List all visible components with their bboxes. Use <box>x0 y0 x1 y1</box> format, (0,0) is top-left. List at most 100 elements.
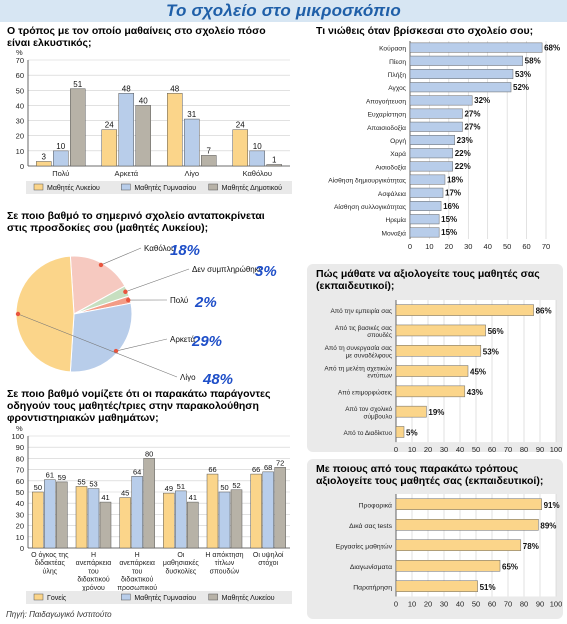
y-tick-label: Προφορικά <box>359 501 392 509</box>
chart6-title: Με ποιους από τους παρακάτω τρόπους αξιο… <box>316 463 544 487</box>
x-tick-label: 60 <box>488 445 496 454</box>
data-label: 40 <box>139 96 148 105</box>
data-label: 65% <box>502 562 518 571</box>
chart4-title: Τι νιώθεις όταν βρίσκεσαι στο σχολείο σο… <box>316 25 534 37</box>
y-tick-label: Κούραση <box>379 45 406 53</box>
slice-label: Λίγο <box>180 373 196 382</box>
data-label: 24 <box>236 121 245 130</box>
data-label: 10 <box>56 142 65 151</box>
banner-title: Το σχολείο στο μικροσκόπιο <box>166 1 401 20</box>
x-tick-label: 50 <box>472 445 480 454</box>
bar <box>250 473 262 549</box>
pie-slice <box>69 302 133 373</box>
x-tick-label: 0 <box>394 445 398 454</box>
x-tick-label: 60 <box>522 242 530 251</box>
bar <box>395 519 539 531</box>
legend-swatch <box>33 183 44 191</box>
y-tick-label: Διαγωνίσματα <box>350 563 392 571</box>
x-tick-label: Αρκετά <box>114 169 138 178</box>
bar <box>266 164 282 167</box>
bar <box>143 458 155 549</box>
y-tick-label: Απαισιοδοξία <box>367 124 406 132</box>
bar <box>395 345 482 357</box>
x-tick-label: 10 <box>425 242 433 251</box>
chart1-vertical-bar: 0 10 20 30 40 50 60 70% 3 10 51 Πολύ 24 48 40 Αρκετά 48 3… <box>16 48 292 194</box>
x-tick-label: 90 <box>536 445 544 454</box>
y-tick-label: Από επιμορφώσεις <box>338 388 392 396</box>
data-label: 41 <box>189 493 197 502</box>
data-label: 32% <box>474 96 490 105</box>
data-label: 45 <box>121 489 129 498</box>
chart5-title: Πώς μάθατε να αξιολογείτε τους μαθητές σ… <box>316 268 540 292</box>
data-label: 22% <box>455 162 471 171</box>
y-tick-label: Αγχος <box>388 85 406 92</box>
x-tick-label: 80 <box>520 600 528 609</box>
y-tick-label: 10 <box>16 147 24 156</box>
y-tick-label: Μοναξιά <box>382 229 407 237</box>
bar <box>395 560 501 572</box>
plot-area <box>28 60 290 166</box>
bar <box>409 121 463 132</box>
y-tick-label: Από τη μελέτη σχετικών εντύπων <box>324 364 392 379</box>
data-label: 59 <box>58 473 66 482</box>
data-label: 17% <box>445 189 461 198</box>
data-label: 31 <box>187 110 196 119</box>
data-label: 48 <box>122 84 131 93</box>
data-label: 41 <box>101 493 109 502</box>
legend-swatch <box>33 593 44 601</box>
data-label: 50 <box>220 483 228 492</box>
x-tick-label: 20 <box>445 242 453 251</box>
data-label: 16% <box>443 202 459 211</box>
y-tick-label: 30 <box>16 117 24 126</box>
y-tick-label: 60 <box>16 71 24 80</box>
slice-value: 3% <box>255 263 277 280</box>
x-tick-label: 30 <box>440 600 448 609</box>
data-label: 24 <box>105 121 114 130</box>
data-label: 78% <box>523 542 539 551</box>
bar <box>409 135 455 145</box>
bar <box>70 88 86 167</box>
y-tick-label: 20 <box>16 132 24 141</box>
data-label: 23% <box>457 136 473 145</box>
y-tick-label: Ηρεμία <box>385 216 406 224</box>
data-label: 51% <box>480 583 496 592</box>
data-label: 43% <box>467 388 483 397</box>
data-label: 55 <box>77 477 85 486</box>
data-label: 51 <box>73 80 82 89</box>
bar <box>409 201 442 211</box>
chart4-horizontal-bar: 0 10 20 30 40 50 60 70 68% Κούραση 58% Πίεση 53% Πλήξ… <box>328 41 560 251</box>
bar <box>232 129 248 167</box>
data-label: 10 <box>253 142 262 151</box>
leader-dot <box>15 311 21 317</box>
y-tick-label: 100 <box>11 432 24 441</box>
data-label: 48 <box>170 84 179 93</box>
bar <box>75 486 88 549</box>
bar <box>135 105 151 167</box>
y-tick-label: Από το Διαδίκτυο <box>343 429 392 437</box>
y-tick-label: 40 <box>16 101 24 110</box>
bar <box>409 95 473 106</box>
data-label: 22% <box>455 149 471 158</box>
x-tick-label: 100 <box>550 600 563 609</box>
legend-swatch <box>208 593 218 601</box>
bar <box>206 473 219 549</box>
legend-label: Γονείς <box>47 594 67 602</box>
x-tick-label: 20 <box>424 445 432 454</box>
x-tick-label: 40 <box>456 600 464 609</box>
chart1-title: Ο τρόπος με τον οποίο μαθαίνεις στο σχολ… <box>7 25 266 49</box>
y-tick-label: Δικά σας tests <box>349 522 392 530</box>
data-label: 80 <box>145 449 153 458</box>
leader-dot <box>123 289 128 294</box>
y-tick-label: Εργασίες μαθητών <box>336 542 393 550</box>
y-tick-label: 50 <box>16 488 24 497</box>
data-label: 91% <box>544 501 560 510</box>
y-unit-label: % <box>16 424 23 433</box>
bar <box>395 365 469 377</box>
data-label: 58% <box>525 57 541 66</box>
y-tick-label: 10 <box>16 533 24 542</box>
data-label: 19% <box>428 408 444 417</box>
legend-label: Μαθητές Γυμνασίου <box>134 594 196 602</box>
